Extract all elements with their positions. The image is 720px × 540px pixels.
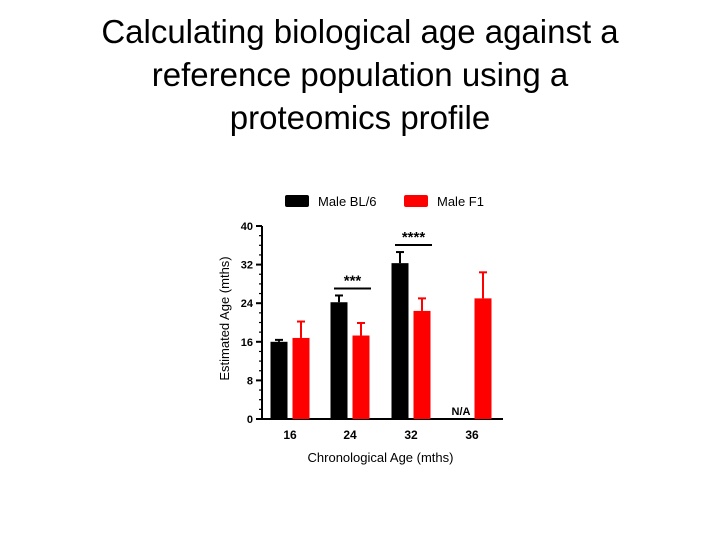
y-tick-label: 16	[241, 337, 253, 349]
legend-label: Male F1	[437, 194, 484, 209]
bar-male-bl-6-16	[270, 341, 288, 419]
x-tick-label: 36	[465, 428, 479, 442]
title-line-2: reference population using a	[151, 56, 569, 93]
slide-title: Calculating biological age against a ref…	[20, 10, 700, 139]
x-tick-label: 16	[283, 428, 297, 442]
bar-male-f1-36	[474, 298, 492, 419]
y-tick-label: 24	[241, 298, 254, 310]
x-tick-label: 32	[404, 428, 418, 442]
legend-label: Male BL/6	[318, 194, 377, 209]
x-axis-title: Chronological Age (mths)	[308, 450, 454, 465]
x-tick-label: 24	[343, 428, 357, 442]
legend-swatch	[285, 195, 309, 207]
y-tick-label: 8	[247, 375, 253, 387]
y-tick-label: 32	[241, 260, 253, 272]
bar-male-f1-16	[292, 337, 310, 419]
bar-male-bl-6-24	[330, 302, 348, 419]
y-axis-title: Estimated Age (mths)	[217, 256, 232, 380]
y-tick-label: 0	[247, 414, 253, 426]
significance-label: ***	[344, 272, 362, 289]
bar-male-bl-6-32	[391, 263, 409, 419]
title-line-1: Calculating biological age against a	[101, 13, 619, 50]
legend-swatch	[404, 195, 428, 207]
na-label: N/A	[452, 406, 471, 418]
significance-label: ****	[402, 229, 426, 246]
y-tick-label: 40	[241, 221, 253, 233]
title-line-3: proteomics profile	[229, 99, 491, 136]
bar-male-f1-24	[352, 335, 370, 419]
bar-male-f1-32	[413, 310, 431, 419]
